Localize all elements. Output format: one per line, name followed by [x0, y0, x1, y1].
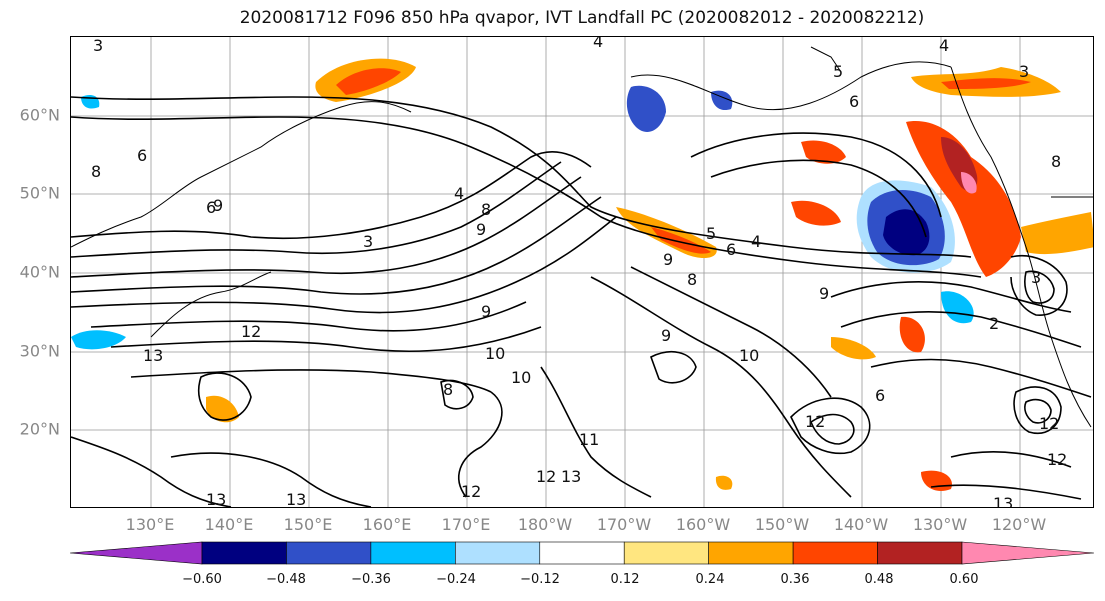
colorbar-tick-label: −0.36 [351, 572, 391, 587]
lon-label-130e: 130°E [125, 515, 175, 534]
lon-label-130w: 130°W [912, 515, 968, 534]
colorbar-cell [455, 541, 541, 565]
lon-label-160w: 160°W [675, 515, 731, 534]
contour-label: 10 [511, 368, 531, 387]
map-panel: 3 4 4 3 5 6 6 8 9 6 3 4 8 9 12 13 10 10 … [70, 36, 1094, 508]
contour-label: 9 [661, 326, 671, 345]
lat-label-50n: 50°N [19, 183, 60, 203]
colorbar [70, 541, 1094, 565]
contour-label: 13 [206, 490, 226, 508]
lon-label-160e: 160°E [362, 515, 412, 534]
graticule [71, 37, 1093, 507]
contour-label: 10 [485, 344, 505, 363]
colorbar-extend-max [961, 541, 1094, 565]
colorbar-tick-label: 0.36 [780, 572, 810, 587]
contour-label: 13 [561, 467, 581, 486]
contour-label: 4 [454, 184, 464, 203]
colorbar-cell [792, 541, 878, 565]
contour-label: 3 [1031, 268, 1041, 287]
contour-label: 3 [363, 232, 373, 251]
contour-label: 5 [706, 224, 716, 243]
contour-label: 5 [833, 62, 843, 81]
colorbar-cell [286, 541, 372, 565]
contour-label: 12 [1047, 450, 1067, 469]
colorbar-tick-label: 0.12 [610, 572, 640, 587]
colorbar-tick-label: −0.24 [436, 572, 476, 587]
colorbar-tick-label: −0.48 [266, 572, 306, 587]
contour-label: 8 [687, 270, 697, 289]
contour-label: 11 [579, 430, 599, 449]
lat-label-20n: 20°N [19, 419, 60, 439]
lon-label-150e: 150°E [283, 515, 333, 534]
colorbar-cell [623, 541, 709, 565]
colorbar-cell [708, 541, 794, 565]
contour-label: 9 [213, 196, 223, 215]
contour-label: 9 [819, 284, 829, 303]
contour-lines [71, 96, 1092, 507]
contour-label: 10 [739, 346, 759, 365]
contour-label: 6 [726, 240, 736, 259]
contour-label: 13 [993, 494, 1013, 508]
contour-label-group: 3 4 4 3 5 6 6 8 9 6 3 4 8 9 12 13 10 10 … [91, 37, 1067, 508]
contour-label: 4 [939, 37, 949, 55]
contour-label: 6 [137, 146, 147, 165]
contour-label: 12 [1039, 414, 1059, 433]
contour-label: 13 [143, 346, 163, 365]
lon-label-180w: 180°W [517, 515, 573, 534]
lon-label-140w: 140°W [833, 515, 889, 534]
contour-label: 9 [476, 220, 486, 239]
map-title: 2020081712 F096 850 hPa qvapor, IVT Land… [239, 8, 925, 28]
contour-label: 2 [989, 314, 999, 333]
lat-label-40n: 40°N [19, 262, 60, 282]
contour-label: 3 [1019, 62, 1029, 81]
colorbar-tick-label: 0.48 [864, 572, 894, 587]
contour-label: 6 [206, 198, 216, 217]
qvapor-shading [71, 58, 1093, 492]
coastlines [71, 46, 1093, 428]
lon-label-150w: 150°W [754, 515, 810, 534]
contour-label: 8 [91, 162, 101, 181]
lat-label-60n: 60°N [19, 105, 60, 125]
contour-label: 9 [663, 250, 673, 269]
contour-label: 3 [93, 37, 103, 55]
contour-label: 6 [849, 92, 859, 111]
contour-label: 13 [286, 490, 306, 508]
contour-label: 8 [481, 200, 491, 219]
lon-label-170e: 170°E [441, 515, 491, 534]
colorbar-tick-label: 0.24 [695, 572, 725, 587]
map-canvas: 3 4 4 3 5 6 6 8 9 6 3 4 8 9 12 13 10 10 … [71, 37, 1093, 508]
colorbar-cell [201, 541, 287, 565]
colorbar-cell [539, 541, 625, 565]
lon-label-170w: 170°W [596, 515, 652, 534]
contour-label: 12 [241, 322, 261, 341]
colorbar-cell [877, 541, 963, 565]
colorbar-tick-label: −0.12 [520, 572, 560, 587]
contour-label: 12 [536, 467, 556, 486]
contour-label: 9 [481, 302, 491, 321]
colorbar-cell [370, 541, 456, 565]
lat-label-30n: 30°N [19, 341, 60, 361]
colorbar-extend-min [70, 541, 203, 565]
contour-label: 4 [593, 37, 603, 51]
contour-label: 8 [443, 380, 453, 399]
contour-label: 12 [461, 482, 481, 501]
contour-label: 6 [875, 386, 885, 405]
contour-label: 12 [805, 412, 825, 431]
colorbar-tick-label: −0.60 [182, 572, 222, 587]
contour-label: 4 [751, 232, 761, 251]
contour-label: 8 [1051, 152, 1061, 171]
colorbar-tick-label: 0.60 [949, 572, 979, 587]
lon-label-120w: 120°W [991, 515, 1047, 534]
lon-label-140e: 140°E [204, 515, 254, 534]
